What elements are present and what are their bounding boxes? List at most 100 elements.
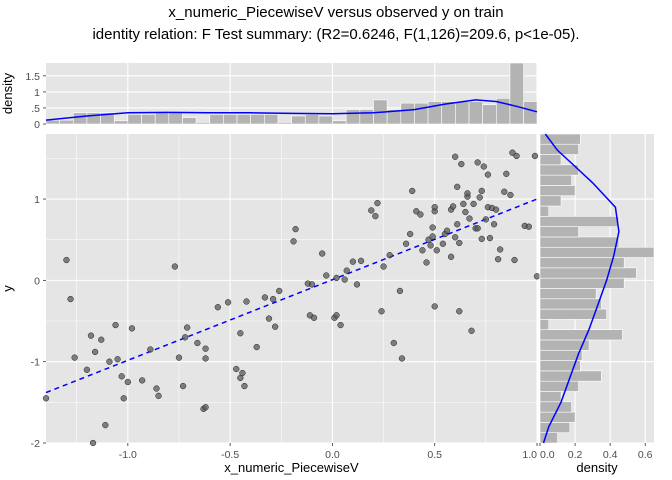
scatter-point [310, 314, 318, 321]
top-histogram-bar [72, 112, 88, 125]
right-histogram-bar [539, 133, 581, 145]
scatter-point [482, 216, 490, 223]
scatter-point [462, 208, 469, 216]
scatter-point [181, 334, 189, 341]
scatter-point [179, 382, 187, 390]
fit-line [45, 198, 538, 394]
scatter-point [480, 163, 487, 170]
scatter-point [120, 395, 127, 402]
right-histogram-bar [539, 411, 576, 423]
scatter-point [323, 272, 330, 279]
top-histogram-bar [100, 112, 115, 125]
y-tick-label: -2 [31, 438, 40, 450]
top-histogram-bar [154, 112, 170, 125]
scatter-point [353, 281, 361, 288]
scatter-point [184, 324, 191, 331]
right-marginal-x-tick-labels: 0.0 0.2 0.4 0.6 [539, 443, 653, 461]
right-histogram-bar [539, 401, 572, 413]
right-histogram-bar [539, 298, 602, 310]
y-tick-label: .5 [31, 103, 40, 115]
x-tick-label: 0.0 [540, 449, 555, 461]
y-axis-label: y [0, 285, 15, 292]
scatter-point [319, 250, 326, 257]
x-tick-label: 0.2 [568, 449, 583, 461]
scatter-point [494, 256, 502, 263]
scatter-point [509, 149, 516, 156]
scatter-point [202, 345, 209, 352]
right-histogram-bar [539, 277, 625, 289]
right-marginal-bars [539, 133, 655, 444]
right-histogram-bar [539, 236, 620, 248]
right-histogram-bar [539, 391, 562, 403]
scatter-point [452, 153, 459, 160]
scatter-point [409, 187, 416, 195]
scatter-point [357, 257, 365, 265]
scatter-point [478, 187, 485, 195]
right-histogram-bar [539, 288, 597, 300]
scatter-point [423, 259, 430, 266]
scatter-point [484, 171, 492, 178]
scatter-point [87, 332, 95, 339]
scatter-point [71, 354, 78, 361]
scatter-point [407, 230, 414, 238]
top-histogram-bar [223, 114, 238, 125]
scatter-point [378, 308, 385, 315]
scatter-point [214, 304, 222, 311]
top-histogram-bar [182, 117, 197, 125]
top-histogram-bar [455, 101, 470, 125]
right-histogram-bar [539, 143, 579, 155]
main-y-tick-labels: -2 -1 0 1 [31, 194, 46, 450]
scatter-point [261, 294, 269, 301]
scatter-point [447, 253, 455, 260]
x-tick-label: -1.0 [119, 449, 137, 461]
top-histogram-bar [236, 114, 251, 125]
scatter-point [63, 256, 70, 264]
scatter-point [470, 200, 477, 208]
scatter-point [241, 382, 248, 390]
right-histogram-bar [539, 195, 562, 207]
scatter-point [202, 355, 209, 362]
scatter-point [492, 206, 500, 213]
right-histogram-bar [539, 422, 571, 433]
scatter-point [171, 263, 179, 270]
scatter-point [237, 330, 244, 337]
scatter-points [42, 149, 541, 447]
top-histogram-bar [45, 119, 60, 125]
scatter-point [456, 239, 463, 247]
scatter-point [443, 227, 451, 234]
scatter-point [449, 203, 457, 210]
scatter-point [474, 159, 481, 166]
right-histogram-bar [539, 349, 583, 361]
scatter-point [175, 354, 183, 361]
right-histogram-bar [539, 174, 572, 186]
scatter-point [390, 339, 397, 347]
scatter-point [413, 208, 420, 215]
chart-subtitle: identity relation: F Test summary: (R2=0… [92, 26, 580, 43]
y-tick-label: 0 [34, 275, 40, 287]
scatter-point [396, 287, 404, 295]
right-histogram-bar [539, 216, 620, 227]
scatter-point [202, 404, 209, 411]
top-histogram-bar [482, 104, 497, 125]
scatter-point [368, 207, 375, 214]
top-histogram-bar [264, 114, 279, 125]
scatter-point [98, 336, 105, 343]
scatter-point [333, 312, 340, 319]
scatter-point [429, 224, 436, 231]
scatter-point [83, 366, 91, 373]
scatter-point [194, 339, 201, 347]
top-histogram-bar [332, 120, 347, 125]
right-histogram-bar [539, 205, 550, 217]
right-histogram-bar [539, 308, 607, 320]
scatter-point [118, 373, 125, 380]
x-tick-label: 0.0 [325, 449, 340, 461]
scatter-point [456, 308, 463, 315]
y-tick-label: 1 [34, 194, 40, 206]
scatter-point [292, 225, 299, 233]
scatter-point [308, 281, 316, 288]
scatter-point [89, 439, 97, 447]
top-histogram-bar [523, 101, 538, 125]
right-histogram-bar [539, 432, 558, 444]
scatter-point [343, 267, 350, 274]
